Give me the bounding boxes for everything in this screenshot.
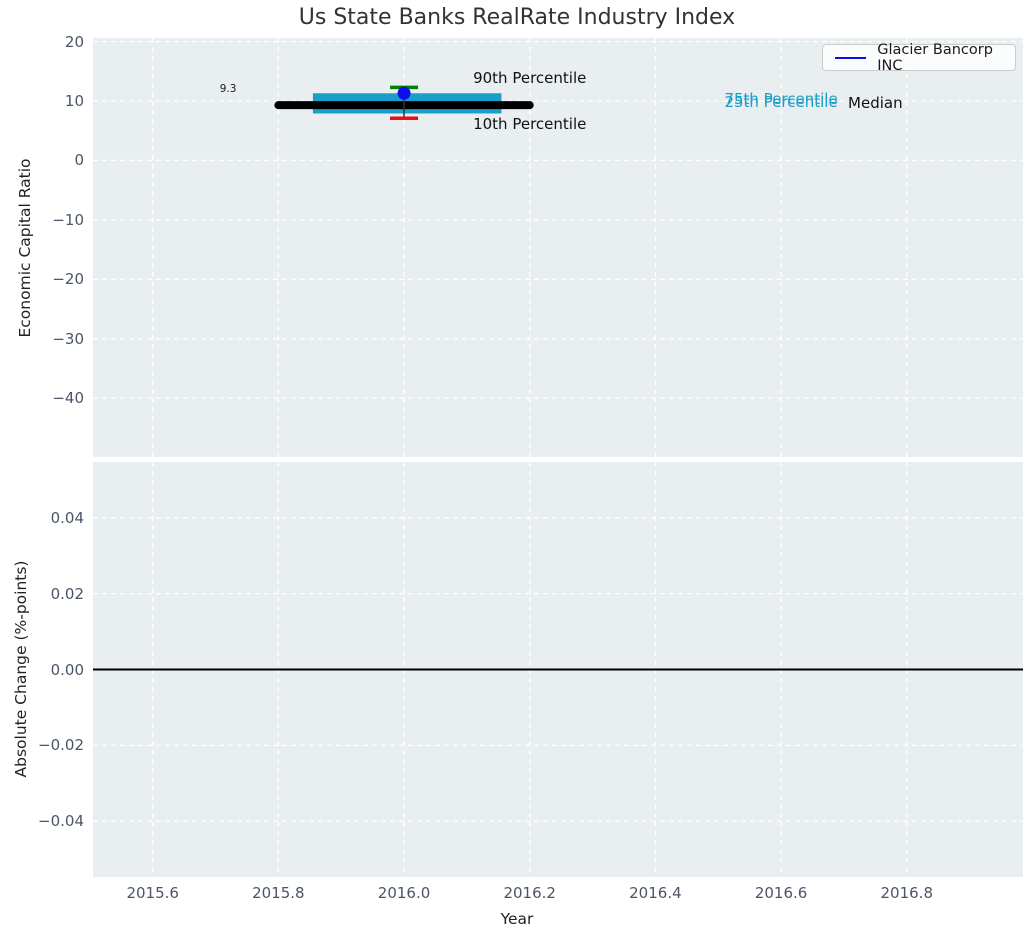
legend-line-sample [835,56,867,59]
annotation-9-3: 9.3 [219,83,237,96]
bottom-plot-area [93,462,1023,877]
company-marker [397,86,411,100]
x-tick-label: 2016.2 [503,884,556,902]
y-tick-label: 10 [64,91,84,110]
legend: Glacier Bancorp INC [822,41,1016,74]
x-tick-label: 2016.8 [880,884,934,902]
annotation-10th-percentile: 10th Percentile [473,114,587,133]
bottom-plot-canvas [93,462,1023,877]
x-tick-label: 2016.0 [377,884,431,902]
annotation-75th-percentile: 75th Percentile [724,89,838,108]
top-plot-area [93,38,1023,457]
annotation-90th-percentile: 90th Percentile [473,68,587,87]
y-tick-label: −20 [52,270,84,289]
x-tick-label: 2015.6 [126,884,179,902]
chart-title: Us State Banks RealRate Industry Index [298,5,736,30]
y-axis-label-bottom: Absolute Change (%-points) [12,560,30,778]
legend-label: Glacier Bancorp INC [877,41,993,74]
y-axis-label-top: Economic Capital Ratio [16,158,34,338]
y-tick-label: −0.02 [38,736,84,755]
y-tick-label: 0.04 [50,508,84,527]
y-tick-label: −40 [52,389,84,408]
y-tick-label: −30 [52,329,84,348]
y-tick-label: −0.04 [38,812,84,831]
x-tick-label: 2015.8 [252,884,305,902]
x-tick-label: 2016.6 [754,884,808,902]
annotation-25th-percentile: 25th Percentile [724,92,838,111]
y-tick-label: 0.00 [50,660,84,679]
annotation-median: Median [848,93,903,112]
x-axis-label: Year [500,910,534,928]
top-plot-canvas [93,38,1023,457]
y-tick-label: −10 [52,210,84,229]
x-tick-label: 2016.4 [629,884,682,902]
y-tick-label: 0.02 [50,584,84,603]
y-tick-label: 0 [74,151,84,170]
y-tick-label: 20 [64,32,84,51]
